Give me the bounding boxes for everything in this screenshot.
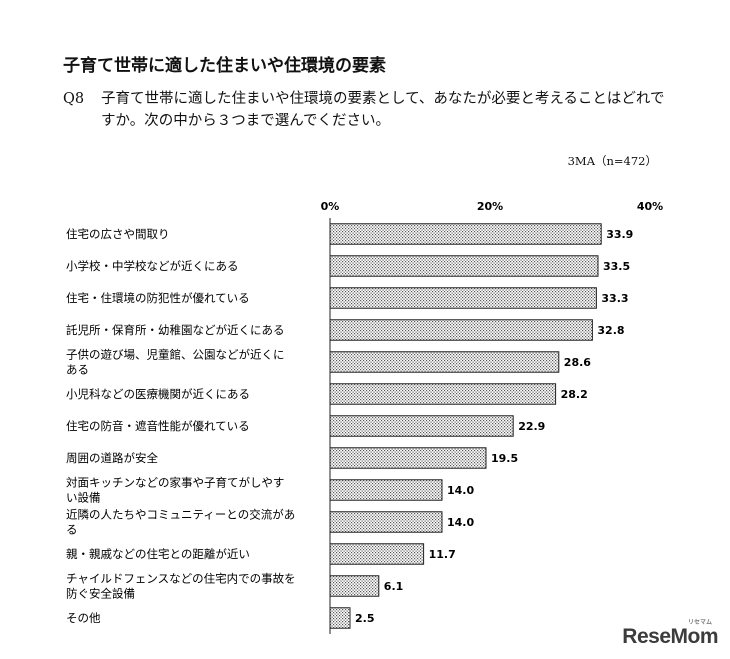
category-label: 周囲の道路が安全: [66, 451, 158, 465]
category-label: 住宅・住環境の防犯性が優れている: [66, 291, 250, 305]
value-label: 6.1: [384, 580, 404, 593]
question-text: 子育て世帯に適した住まいや住環境の要素として、あなたが必要と考えることはどれです…: [101, 91, 665, 129]
bar: [329, 511, 443, 533]
value-label: 2.5: [355, 612, 375, 625]
bar: [329, 575, 380, 597]
watermark-text: ReseMom: [622, 625, 718, 648]
value-label: 33.9: [606, 228, 633, 241]
value-label: 28.6: [564, 356, 591, 369]
bar: [329, 415, 514, 437]
value-label: 11.7: [429, 548, 456, 561]
value-label: 33.5: [603, 260, 630, 273]
question-number: Q8: [63, 91, 85, 107]
x-tick-label: 0%: [321, 200, 340, 213]
bar: [329, 223, 602, 245]
category-label: 小児科などの医療機関が近くにある: [66, 387, 250, 401]
resemom-watermark: ReseMom リセマム: [622, 620, 718, 649]
category-label: 対面キッチンなどの家事や子育てがしやすい設備: [66, 476, 284, 505]
value-label: 22.9: [518, 420, 545, 433]
x-tick-label: 20%: [477, 200, 503, 213]
bar: [329, 319, 593, 341]
value-label: 14.0: [447, 516, 474, 529]
value-label: 19.5: [491, 452, 518, 465]
page-title: 子育て世帯に適した住まいや住環境の要素: [63, 56, 386, 76]
bar: [329, 351, 560, 373]
bar: [329, 287, 597, 309]
category-label: 近隣の人たちやコミュニティーとの交流がある: [66, 508, 295, 537]
value-label: 32.8: [597, 324, 624, 337]
bar: [329, 543, 425, 565]
bar: [329, 607, 351, 629]
category-label: 小学校・中学校などが近くにある: [66, 259, 239, 273]
category-label: その他: [66, 611, 101, 625]
bar: [329, 447, 487, 469]
value-label: 33.3: [601, 292, 628, 305]
category-label: チャイルドフェンスなどの住宅内での事故を防ぐ安全設備: [66, 572, 296, 601]
value-label: 28.2: [561, 388, 588, 401]
watermark-small-text: リセマム: [687, 620, 712, 626]
sample-size-note: 3MA（n=472）: [567, 154, 657, 168]
bar: [329, 479, 443, 501]
category-label: 住宅の防音・遮音性能が優れている: [66, 419, 250, 433]
value-label: 14.0: [447, 484, 474, 497]
x-tick-label: 40%: [637, 200, 663, 213]
category-label: 親・親戚などの住宅との距離が近い: [66, 547, 250, 561]
category-label: 託児所・保育所・幼稚園などが近くにある: [66, 323, 285, 337]
category-label: 住宅の広さや間取り: [66, 227, 170, 241]
bar: [329, 383, 557, 405]
category-label: 子供の遊び場、児童館、公園などが近くにある: [66, 348, 285, 377]
question: Q8 子育て世帯に適した住まいや住環境の要素として、あなたが必要と考えることはど…: [63, 88, 673, 132]
bar: [329, 255, 599, 277]
